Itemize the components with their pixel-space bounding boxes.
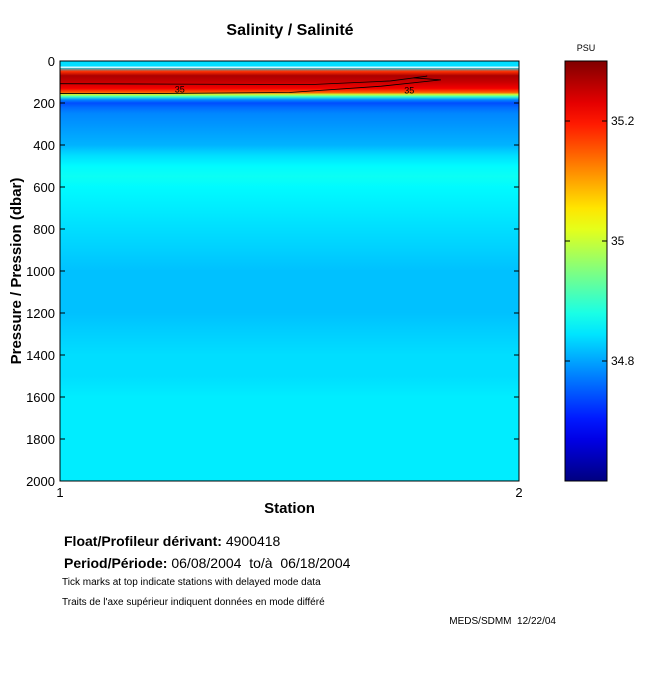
- colorbar-tick-label: 35.2: [611, 114, 635, 128]
- x-tick-label: 1: [56, 485, 63, 500]
- period-value: 06/08/2004 to/à 06/18/2004: [171, 555, 351, 571]
- period-line: Period/Période: 06/08/2004 to/à 06/18/20…: [64, 555, 350, 571]
- chart-title: Salinity / Salinité: [226, 22, 354, 39]
- colorbar-tick-label: 34.8: [611, 354, 635, 368]
- salinity-field: [60, 61, 519, 481]
- y-tick-label: 600: [33, 180, 55, 195]
- colorbar-tick-label: 35: [611, 234, 625, 248]
- y-tick-label: 1200: [26, 306, 55, 321]
- colorbar-unit-label: PSU: [577, 43, 596, 53]
- y-tick-label: 800: [33, 222, 55, 237]
- delayed-mode-note-en: Tick marks at top indicate stations with…: [62, 577, 321, 588]
- contour-label-1: 35: [404, 85, 414, 95]
- float-id-line: Float/Profileur dérivant: 4900418: [64, 533, 280, 549]
- y-tick-label: 0: [48, 54, 55, 69]
- y-tick-label: 1600: [26, 390, 55, 405]
- y-tick-label: 1800: [26, 432, 55, 447]
- y-tick-label: 400: [33, 138, 55, 153]
- float-value: 4900418: [225, 533, 281, 549]
- x-axis-title: Station: [264, 500, 315, 517]
- y-tick-label: 1000: [26, 264, 55, 279]
- credit-line: MEDS/SDMM 12/22/04: [449, 616, 556, 627]
- x-tick-label: 2: [515, 485, 522, 500]
- colorbar: [564, 60, 608, 482]
- period-label: Period/Période:: [64, 555, 168, 571]
- contour-35-line: [59, 75, 442, 94]
- y-tick-label: 1400: [26, 348, 55, 363]
- contour-label-0: 35: [175, 84, 185, 94]
- y-tick-label: 2000: [26, 474, 55, 489]
- delayed-mode-note-fr: Traits de l'axe supérieur indiquent donn…: [62, 597, 325, 608]
- float-label: Float/Profileur dérivant:: [64, 533, 222, 549]
- y-axis-title: Pressure / Pression (dbar): [8, 178, 25, 365]
- y-tick-label: 200: [33, 96, 55, 111]
